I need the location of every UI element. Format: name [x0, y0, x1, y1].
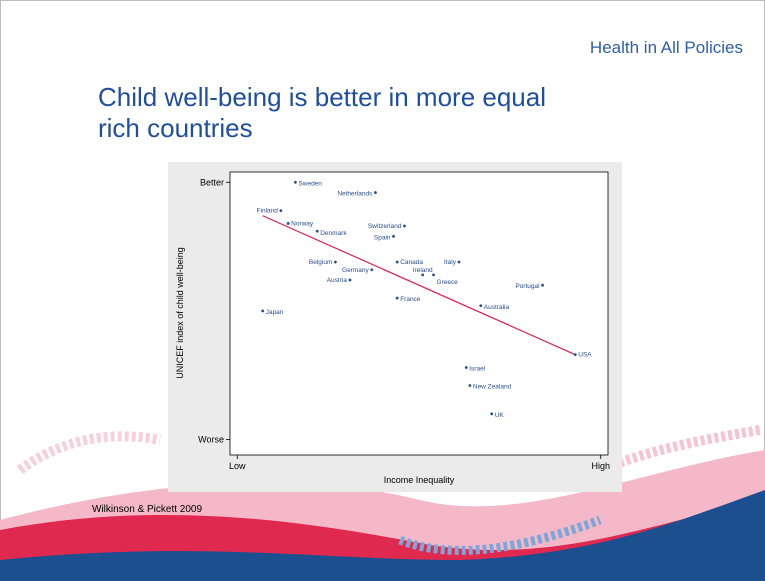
source-note: Wilkinson & Pickett 2009 [92, 504, 203, 515]
slide-title: Child well-being is better in more equal… [98, 82, 547, 143]
y-axis-label: UNICEF index of child well-being [175, 247, 185, 379]
point [334, 260, 337, 264]
point [573, 353, 577, 357]
point [468, 384, 472, 387]
x-tick-label: Low [229, 461, 246, 471]
x-tick-label: High [591, 461, 610, 471]
point [294, 180, 297, 184]
point-label: USA [578, 352, 592, 359]
point-label: Ireland [413, 267, 433, 274]
point [315, 229, 319, 233]
decor-chain [17, 431, 161, 475]
point-label: Japan [266, 309, 284, 316]
point [541, 283, 544, 287]
point-label: UK [495, 412, 505, 419]
point-label: Norway [291, 220, 314, 227]
blue-wave [0, 490, 765, 581]
point-label: Netherlands [337, 191, 373, 198]
point-label: Germany [342, 267, 369, 274]
point-label: Israel [469, 366, 485, 373]
point [348, 278, 352, 282]
point-label: Greece [437, 279, 459, 286]
trend-line [262, 215, 576, 356]
point [279, 209, 283, 212]
header-title: Health in All Policies [589, 38, 743, 57]
x-axis-label: Income Inequality [384, 475, 455, 485]
y-tick-label: Better [200, 177, 224, 187]
point [286, 222, 290, 225]
point-label: Australia [484, 304, 510, 311]
point-label: Belgium [309, 259, 332, 266]
point-label: New Zealand [473, 384, 512, 391]
point-label: Spain [374, 234, 391, 241]
point-label: Portugal [515, 283, 540, 290]
point-label: Canada [400, 259, 423, 266]
point [421, 273, 425, 277]
point [395, 260, 399, 264]
y-tick-label: Worse [198, 435, 224, 445]
decor-chain [598, 425, 761, 475]
point [373, 191, 377, 194]
point-label: Sweden [298, 180, 322, 187]
point [261, 309, 265, 313]
point [464, 366, 468, 369]
point-label: Italy [444, 259, 457, 266]
point-label: Austria [327, 277, 348, 284]
point-label: France [400, 296, 421, 303]
point [392, 234, 395, 238]
point [395, 296, 399, 300]
point-label: Denmark [320, 230, 347, 237]
point [370, 268, 374, 272]
plot-area [229, 171, 609, 456]
point [479, 304, 483, 308]
point [457, 260, 461, 264]
point-label: Switzerland [368, 223, 402, 230]
point-label: Finland [257, 208, 279, 215]
point [432, 273, 435, 277]
point [403, 224, 406, 228]
point [490, 412, 494, 416]
